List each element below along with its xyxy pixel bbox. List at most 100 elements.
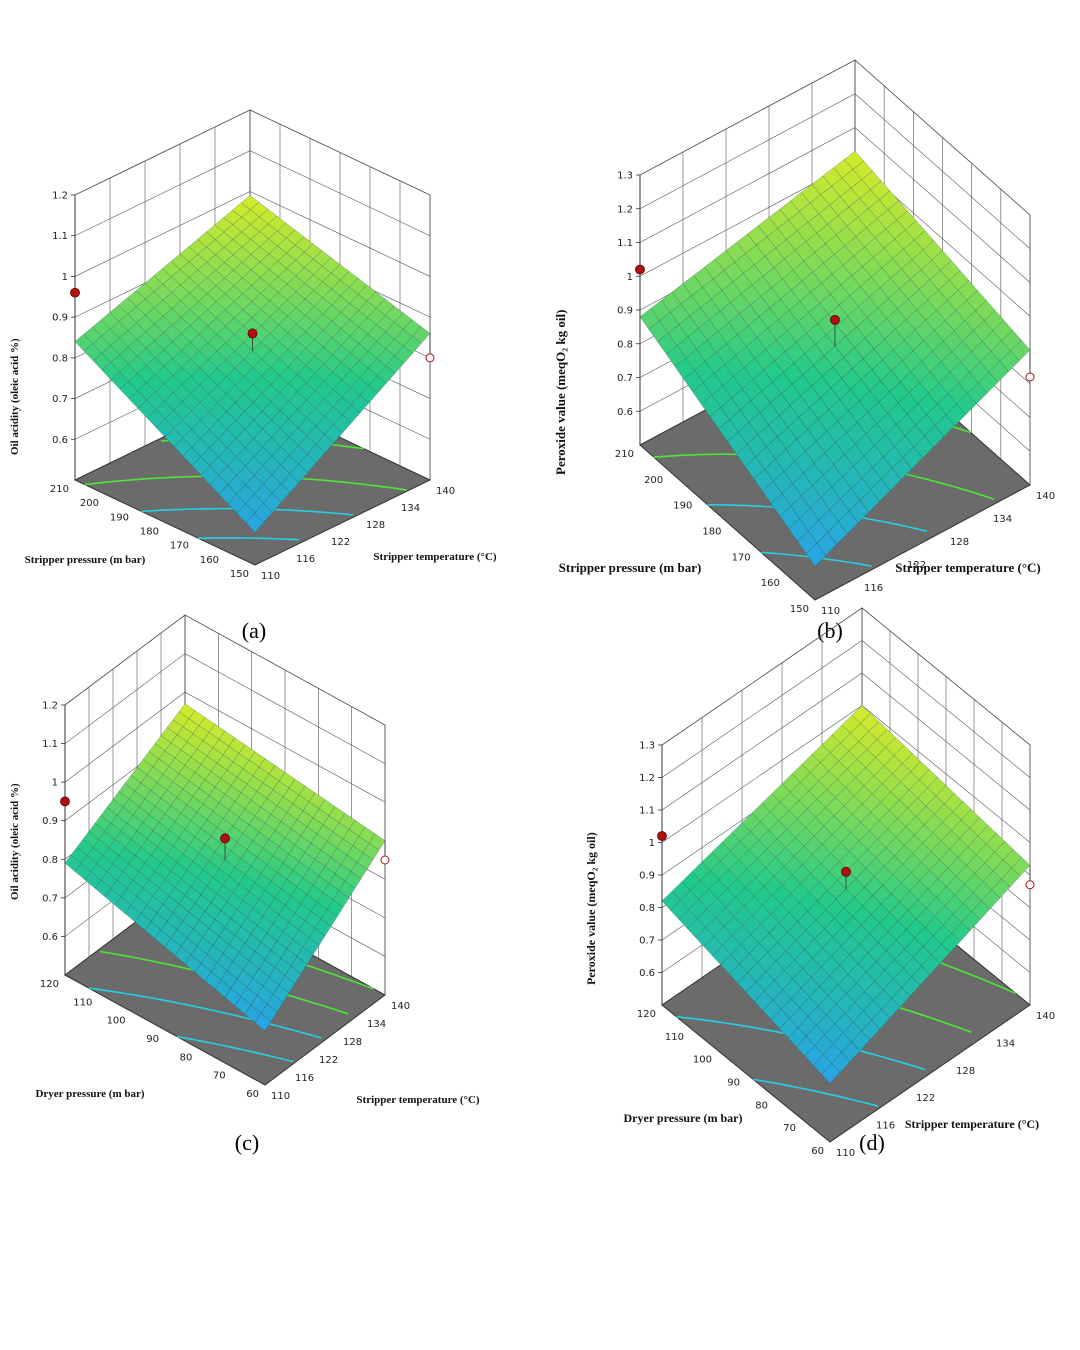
x-tick-label: 90 [146,1034,159,1045]
z-tick-label: 0.7 [42,893,58,904]
surface-cell [254,1012,272,1032]
design-point [830,314,840,325]
axis-titles: Peroxide value (meqO₂ kg oil) Stripper pr… [553,310,1041,575]
axis-titles: Oil acidity (oleic acid %) Stripper press… [9,338,497,566]
z-tick-label: 1.1 [639,806,655,817]
panel-label-b: (b) [817,618,843,643]
y-tick-label: 128 [366,520,385,531]
surface-plot-b: 0.6 0.7 0.8 0.9 1 1.1 1.2 1.3 150 160 170 180 190 200… [553,59,1055,617]
z-axis-title: Oil acidity (oleic acid %) [9,338,21,455]
x-tick-label: 150 [790,604,809,615]
z-tick-label: 0.9 [617,306,633,317]
design-point [247,328,258,339]
z-axis-title: Peroxide value (meqO₂ kg oil) [553,310,568,475]
design-point [1025,880,1035,890]
x-tick-label: 110 [665,1032,684,1043]
z-tick-label: 1.1 [42,739,58,750]
x-tick-label: 180 [702,527,721,538]
z-tick-label: 1.2 [52,191,68,202]
surface-cell [245,512,265,533]
x-tick-label: 110 [73,997,92,1008]
design-points-above [635,264,840,347]
contour-line [176,1035,294,1063]
y-axis-title: Stripper temperature (°C) [356,1094,479,1106]
z-tick-label: 1 [62,272,68,283]
panel-label-d: (d) [859,1130,885,1155]
design-points-above [60,796,230,864]
y-tick-label: 110 [271,1091,290,1102]
x-tick-label: 60 [246,1089,259,1100]
y-tick-label: 116 [295,1073,314,1084]
x-axis: 150 160 170 180 190 200 210 [50,484,249,580]
x-tick-label: 190 [673,501,692,512]
y-tick-label: 134 [996,1038,1015,1049]
y-axis: 110 116 122 128 134 140 [271,1001,410,1102]
z-tick-label: 1.2 [617,204,633,215]
z-tick-label: 0.9 [52,313,68,324]
y-tick-label: 110 [821,606,840,617]
design-point [380,855,390,865]
x-tick-label: 210 [50,484,69,495]
x-tick-label: 70 [783,1123,796,1134]
x-tick-label: 60 [811,1146,824,1157]
z-tick-label: 0.7 [639,936,655,947]
y-tick-label: 134 [401,503,420,514]
z-tick-label: 0.8 [639,903,655,914]
x-tick-label: 120 [637,1009,656,1020]
x-axis-title: Dryer pressure (m bar) [35,1088,144,1100]
x-tick-label: 80 [180,1052,193,1063]
design-point [60,796,70,807]
z-tick-label: 0.7 [617,373,633,384]
z-tick-label: 1 [52,778,58,789]
x-axis: 60 70 80 90 100 110 120 [40,979,259,1100]
y-axis: 110 116 122 128 134 140 [261,486,455,582]
x-axis: 150 160 170 180 190 200 210 [615,449,809,615]
z-tick-label: 1 [649,838,655,849]
x-tick-label: 160 [200,555,219,566]
x-tick-label: 200 [644,475,663,486]
y-tick-label: 128 [956,1066,975,1077]
y-axis: 110 116 122 128 134 140 [821,491,1055,617]
y-tick-label: 140 [1036,491,1055,502]
z-axis: 0.6 0.7 0.8 0.9 1 1.1 1.2 1.3 [639,741,662,979]
response-surface [74,195,431,533]
z-tick-label: 1.1 [617,238,633,249]
y-tick-label: 122 [319,1055,338,1066]
design-point [841,866,851,877]
x-axis-title: Stripper pressure (m bar) [25,554,146,566]
x-tick-label: 160 [761,578,780,589]
y-tick-label: 128 [950,537,969,548]
contour-line [198,537,300,541]
z-tick-label: 0.9 [42,816,58,827]
x-axis-title: Dryer pressure (m bar) [624,1111,743,1125]
y-tick-label: 122 [907,560,926,571]
x-tick-label: 150 [230,569,249,580]
x-tick-label: 90 [727,1078,740,1089]
z-tick-label: 1.2 [42,701,58,712]
y-tick-label: 122 [331,537,350,548]
x-tick-label: 170 [732,552,751,563]
y-tick-label: 110 [261,571,280,582]
design-point [70,287,80,298]
surface-plot-a: 0.6 0.7 0.8 0.9 1 1.1 1.2 150 160 170 180 190 200 210… [9,109,497,582]
contour-line [88,987,322,1039]
design-points-above [657,831,851,901]
x-tick-label: 200 [80,498,99,509]
z-tick-label: 1.3 [639,741,655,752]
z-tick-label: 0.7 [52,394,68,405]
z-axis: 0.6 0.7 0.8 0.9 1 1.1 1.2 [42,701,65,943]
panel-d: 0.6 0.7 0.8 0.9 1 1.1 1.2 1.3 60 70 80 90 100 110 120 1… [540,607,1080,1200]
y-tick-label: 122 [916,1093,935,1104]
y-tick-label: 128 [343,1037,362,1048]
x-tick-label: 80 [755,1100,768,1111]
y-axis: 110 116 122 128 134 140 [836,1011,1055,1159]
z-tick-label: 1 [627,272,633,283]
surface-plot-d: 0.6 0.7 0.8 0.9 1 1.1 1.2 1.3 60 70 80 90 100 110 120 1… [584,607,1055,1159]
surface-plot-c: 0.60.70.80.911.11.2607080901001101201101… [9,614,480,1106]
x-tick-label: 100 [107,1016,126,1027]
x-tick-label: 70 [213,1071,226,1082]
z-tick-label: 0.6 [639,968,655,979]
x-tick-label: 170 [170,541,189,552]
response-surface [639,150,1031,567]
y-tick-label: 134 [367,1019,386,1030]
